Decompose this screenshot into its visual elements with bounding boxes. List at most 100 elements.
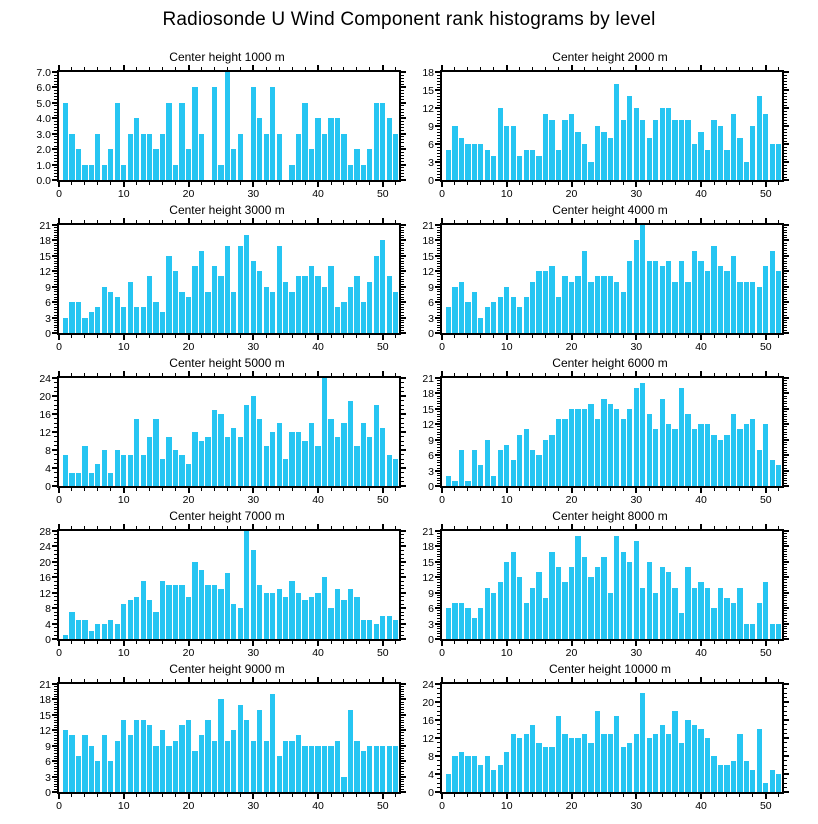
histogram-bar	[575, 536, 581, 639]
y-major-tick	[401, 485, 406, 487]
histogram-bar	[633, 108, 639, 180]
y-minor-tick	[437, 724, 440, 725]
histogram-bar	[185, 720, 192, 792]
y-minor-tick	[437, 278, 440, 280]
y-minor-tick	[437, 319, 440, 321]
x-minor-tick	[226, 220, 228, 223]
y-major-tick	[784, 791, 789, 793]
x-minor-tick	[454, 526, 456, 529]
histogram-bar	[646, 414, 652, 486]
y-major-tick	[784, 89, 789, 91]
histogram-bar	[685, 120, 691, 180]
y-minor-tick	[401, 273, 404, 275]
y-minor-tick	[784, 281, 787, 283]
x-major-tick	[381, 794, 384, 799]
y-minor-tick	[401, 534, 404, 536]
x-minor-tick	[278, 182, 280, 185]
histogram-bar	[458, 450, 465, 486]
x-minor-tick	[609, 679, 611, 682]
x-minor-tick	[136, 641, 138, 644]
histogram-bar	[588, 281, 594, 333]
x-major-tick	[317, 371, 320, 376]
histogram-bar	[341, 133, 347, 180]
x-minor-tick	[278, 526, 280, 529]
x-axis-tick-label: 40	[312, 341, 324, 353]
y-minor-tick	[437, 615, 440, 617]
y-minor-tick	[54, 250, 57, 252]
y-minor-tick	[401, 80, 404, 82]
y-minor-tick	[437, 617, 440, 619]
y-major-tick	[52, 791, 57, 793]
histogram-bar	[367, 436, 373, 486]
histogram-bar	[517, 307, 523, 333]
histogram-bar	[452, 126, 458, 180]
histogram-bar	[581, 733, 588, 792]
x-axis-tick-label: 50	[759, 494, 772, 506]
y-axis-tick-label: 18	[39, 235, 51, 248]
x-minor-tick	[395, 794, 397, 797]
histogram-bar	[471, 618, 478, 639]
y-minor-tick	[401, 565, 404, 567]
y-minor-tick	[784, 329, 787, 331]
y-minor-tick	[54, 783, 57, 785]
y-minor-tick	[784, 535, 787, 537]
x-axis-tick-label: 50	[759, 188, 772, 200]
x-axis-tick-label: 50	[376, 494, 389, 506]
x-major-tick	[441, 641, 443, 646]
y-minor-tick	[784, 273, 787, 275]
histogram-bar	[724, 597, 730, 639]
x-axis-tick-label: 30	[630, 341, 643, 353]
histogram-bar	[594, 126, 601, 180]
y-minor-tick	[401, 716, 404, 718]
histogram-bar	[224, 436, 231, 486]
histogram-bar	[756, 729, 762, 792]
y-minor-tick	[401, 786, 404, 788]
x-minor-tick	[726, 182, 728, 185]
histogram-bar	[140, 307, 146, 333]
y-minor-tick	[54, 96, 57, 98]
y-minor-tick	[437, 234, 440, 236]
x-minor-tick	[84, 641, 86, 644]
histogram-bar	[497, 765, 503, 792]
y-minor-tick	[784, 98, 787, 100]
x-major-tick	[505, 335, 508, 340]
histogram-bar	[743, 162, 750, 180]
y-minor-tick	[784, 314, 787, 316]
y-minor-tick	[784, 80, 787, 82]
y-axis-tick-label: 4	[45, 618, 51, 631]
y-minor-tick	[401, 755, 404, 757]
x-minor-tick	[493, 488, 495, 491]
x-minor-tick	[162, 182, 164, 185]
y-minor-tick	[784, 245, 787, 247]
x-minor-tick	[162, 641, 164, 644]
y-minor-tick	[401, 299, 404, 301]
histogram-bar	[633, 388, 639, 486]
y-minor-tick	[437, 558, 440, 560]
x-minor-tick	[304, 220, 306, 223]
y-minor-tick	[401, 740, 404, 742]
y-minor-tick	[784, 551, 787, 553]
y-minor-tick	[784, 751, 787, 752]
y-minor-tick	[54, 740, 57, 742]
y-minor-tick	[437, 400, 440, 402]
x-major-tick	[764, 335, 767, 340]
y-minor-tick	[437, 535, 440, 537]
x-minor-tick	[648, 641, 650, 644]
y-major-tick	[435, 607, 440, 610]
y-major-tick	[52, 224, 57, 226]
y-minor-tick	[54, 114, 57, 116]
y-minor-tick	[437, 571, 440, 573]
x-minor-tick	[162, 335, 164, 338]
y-axis-tick-label: 21	[39, 220, 51, 232]
histogram-bar	[542, 597, 549, 639]
y-minor-tick	[401, 311, 404, 313]
y-minor-tick	[401, 275, 404, 277]
histogram-bar	[491, 592, 497, 639]
x-minor-tick	[661, 794, 663, 797]
y-minor-tick	[784, 482, 787, 484]
y-minor-tick	[54, 145, 57, 147]
y-major-tick	[784, 224, 789, 226]
y-minor-tick	[401, 139, 404, 141]
histogram-bar	[568, 281, 575, 333]
histogram-bar	[224, 245, 231, 333]
